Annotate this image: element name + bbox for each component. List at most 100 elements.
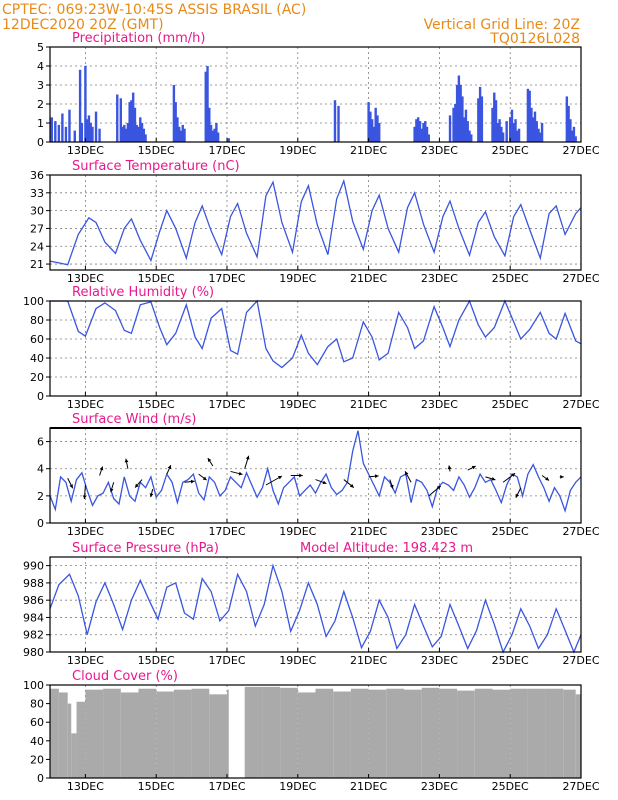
precip-bar <box>142 128 146 142</box>
ytick-label: 4 <box>37 60 44 73</box>
precip-bar <box>80 123 84 142</box>
precip-bar <box>535 121 538 142</box>
date-label: 19DEC <box>279 654 316 667</box>
cloud-bar <box>280 687 298 778</box>
cloud-bar <box>421 687 440 778</box>
ytick-label: 988 <box>23 577 44 590</box>
precip-bar <box>418 121 422 142</box>
date-label: 27DEC <box>562 144 599 157</box>
precip-bar <box>500 126 503 142</box>
precip-bar <box>455 85 459 142</box>
date-label: 21DEC <box>350 525 387 538</box>
precip-bar <box>204 71 207 142</box>
date-label: 17DEC <box>208 780 245 793</box>
ytick-label: 21 <box>30 258 44 271</box>
ytick-label: 40 <box>30 352 44 365</box>
date-label: 17DEC <box>208 272 245 285</box>
ytick-label: 20 <box>30 371 44 384</box>
cloud-bar <box>244 686 263 778</box>
date-label: 21DEC <box>350 780 387 793</box>
wind-arrow <box>502 472 516 483</box>
precip-bar <box>61 113 64 142</box>
date-label: 15DEC <box>138 144 175 157</box>
date-label: 27DEC <box>562 525 599 538</box>
precip-bar <box>493 92 496 142</box>
precip-bar <box>50 117 53 142</box>
panel-annotation: Model Altitude: 198.423 m <box>300 541 473 556</box>
cloud-bar <box>227 689 229 778</box>
precip-bar <box>333 100 337 142</box>
precip-bar <box>498 119 501 142</box>
date-label: 27DEC <box>562 654 599 667</box>
wind-arrow <box>265 475 283 486</box>
date-label: 17DEC <box>208 525 245 538</box>
precip-bar <box>422 123 425 142</box>
precip-bar <box>89 123 92 142</box>
date-label: 27DEC <box>562 780 599 793</box>
precip-bar <box>512 123 515 142</box>
precip-bar <box>91 126 94 142</box>
panel-title: Cloud Cover (%) <box>72 669 178 684</box>
date-label: 17DEC <box>208 654 245 667</box>
precip-bar <box>425 126 429 142</box>
precip-bar <box>374 107 377 142</box>
wind-arrow <box>485 476 496 481</box>
cloud-bar <box>71 733 77 778</box>
ytick-label: 80 <box>30 314 44 327</box>
date-label: 25DEC <box>492 654 529 667</box>
ytick-label: 60 <box>30 716 44 729</box>
ytick-label: 27 <box>30 222 44 235</box>
series-line-pressure <box>49 563 582 654</box>
wind-arrow <box>99 466 104 476</box>
precip-bar <box>532 117 535 142</box>
series-line-wind <box>49 430 582 514</box>
precip-bar <box>427 134 430 142</box>
precip-bar <box>370 119 374 142</box>
precip-bar <box>452 107 455 142</box>
wind-arrow <box>559 474 564 479</box>
precip-bar <box>337 105 340 142</box>
precip-bar <box>574 136 577 142</box>
precip-bar <box>215 123 218 142</box>
precip-bar <box>119 98 122 142</box>
panel-title: Relative Humidity (%) <box>72 285 214 300</box>
date-label: 15DEC <box>138 780 175 793</box>
panel-frame <box>49 556 582 653</box>
date-label: 21DEC <box>350 654 387 667</box>
precip-bar <box>137 126 140 142</box>
precip-bar <box>448 115 452 142</box>
date-label: 13DEC <box>67 654 104 667</box>
precip-bar <box>464 109 468 142</box>
date-label: 15DEC <box>138 272 175 285</box>
cloud-bar <box>368 689 387 778</box>
cloud-bar <box>563 689 576 778</box>
precip-bar <box>68 109 71 142</box>
wind-arrow <box>166 464 172 475</box>
precip-bar <box>211 130 215 142</box>
precip-bar <box>462 117 466 142</box>
precip-bar <box>128 102 131 142</box>
cloud-bar <box>67 703 72 778</box>
precip-bar <box>135 124 138 142</box>
date-label: 23DEC <box>421 398 458 411</box>
precip-bar <box>140 123 144 142</box>
date-label: 23DEC <box>421 654 458 667</box>
wind-arrow <box>67 477 74 489</box>
ytick-label: 980 <box>23 646 44 659</box>
precip-bar <box>494 100 498 142</box>
date-label: 15DEC <box>138 398 175 411</box>
precip-bar <box>565 96 569 142</box>
date-label: 19DEC <box>279 780 316 793</box>
precip-bar <box>64 126 68 142</box>
date-label: 15DEC <box>138 654 175 667</box>
wind-arrow <box>290 473 303 478</box>
precip-bar <box>466 121 469 142</box>
precip-bar <box>509 117 512 142</box>
precip-bar <box>501 132 505 142</box>
date-label: 27DEC <box>562 272 599 285</box>
wind-arrow <box>134 479 143 488</box>
precip-bar <box>172 85 176 142</box>
cloud-bar <box>138 688 157 778</box>
date-label: 21DEC <box>350 144 387 157</box>
